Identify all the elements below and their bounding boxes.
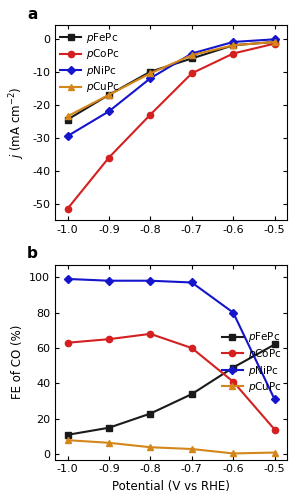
$p$CuPc (190, 52, 193, 58)
$p$NiPc (190, 280, 193, 285)
Line: $p$NiPc: $p$NiPc (64, 276, 278, 402)
$p$CoPc (273, 40, 276, 46)
X-axis label: Potential (V vs RHE): Potential (V vs RHE) (112, 480, 230, 493)
$p$FePc (190, 56, 193, 62)
$p$CoPc (231, 50, 235, 56)
$p$NiPc (273, 396, 276, 402)
$p$CoPc (66, 340, 69, 345)
$p$FePc (231, 364, 235, 370)
$p$CoPc (148, 331, 152, 337)
$p$CuPc (107, 440, 111, 446)
$p$CuPc (148, 444, 152, 450)
Line: $p$CuPc: $p$CuPc (64, 39, 278, 119)
$p$CuPc (231, 450, 235, 456)
$p$FePc (190, 391, 193, 397)
$p$NiPc (148, 278, 152, 283)
Line: $p$CuPc: $p$CuPc (64, 437, 278, 456)
$p$CuPc (148, 70, 152, 76)
$p$CoPc (148, 112, 152, 117)
$p$FePc (66, 432, 69, 438)
$p$CuPc (231, 42, 235, 48)
$p$NiPc (273, 36, 276, 43)
Line: $p$CoPc: $p$CoPc (64, 330, 278, 432)
$p$CoPc (231, 378, 235, 384)
$p$CuPc (273, 39, 276, 45)
$p$NiPc (107, 108, 111, 114)
Text: b: b (27, 246, 38, 261)
$p$FePc (148, 410, 152, 416)
$p$CoPc (66, 206, 69, 212)
Text: a: a (27, 6, 38, 22)
$p$FePc (231, 42, 235, 48)
$p$CoPc (107, 154, 111, 160)
$p$CoPc (190, 345, 193, 351)
Legend: $p$FePc, $p$CoPc, $p$NiPc, $p$CuPc: $p$FePc, $p$CoPc, $p$NiPc, $p$CuPc (58, 28, 122, 96)
$p$NiPc (66, 276, 69, 282)
Line: $p$FePc: $p$FePc (64, 342, 278, 438)
$p$CoPc (107, 336, 111, 342)
$p$CoPc (273, 426, 276, 432)
$p$NiPc (231, 310, 235, 316)
Y-axis label: FE of CO (%): FE of CO (%) (11, 325, 24, 400)
Line: $p$FePc: $p$FePc (64, 39, 278, 122)
$p$FePc (273, 342, 276, 347)
$p$NiPc (190, 50, 193, 56)
$p$FePc (148, 68, 152, 74)
Y-axis label: $j$ (mA cm$^{-2}$): $j$ (mA cm$^{-2}$) (7, 87, 26, 159)
$p$FePc (107, 92, 111, 98)
$p$NiPc (66, 133, 69, 139)
$p$NiPc (231, 39, 235, 45)
$p$CuPc (273, 450, 276, 456)
Line: $p$NiPc: $p$NiPc (64, 36, 278, 139)
Line: $p$CoPc: $p$CoPc (64, 40, 278, 212)
$p$FePc (107, 425, 111, 431)
Legend: $p$FePc, $p$CoPc, $p$NiPc, $p$CuPc: $p$FePc, $p$CoPc, $p$NiPc, $p$CuPc (220, 328, 284, 396)
$p$CoPc (190, 70, 193, 76)
$p$CuPc (66, 437, 69, 443)
$p$CuPc (66, 114, 69, 119)
$p$CuPc (190, 446, 193, 452)
$p$NiPc (107, 278, 111, 283)
$p$FePc (66, 116, 69, 122)
$p$NiPc (148, 76, 152, 82)
$p$FePc (273, 39, 276, 45)
$p$CuPc (107, 92, 111, 98)
